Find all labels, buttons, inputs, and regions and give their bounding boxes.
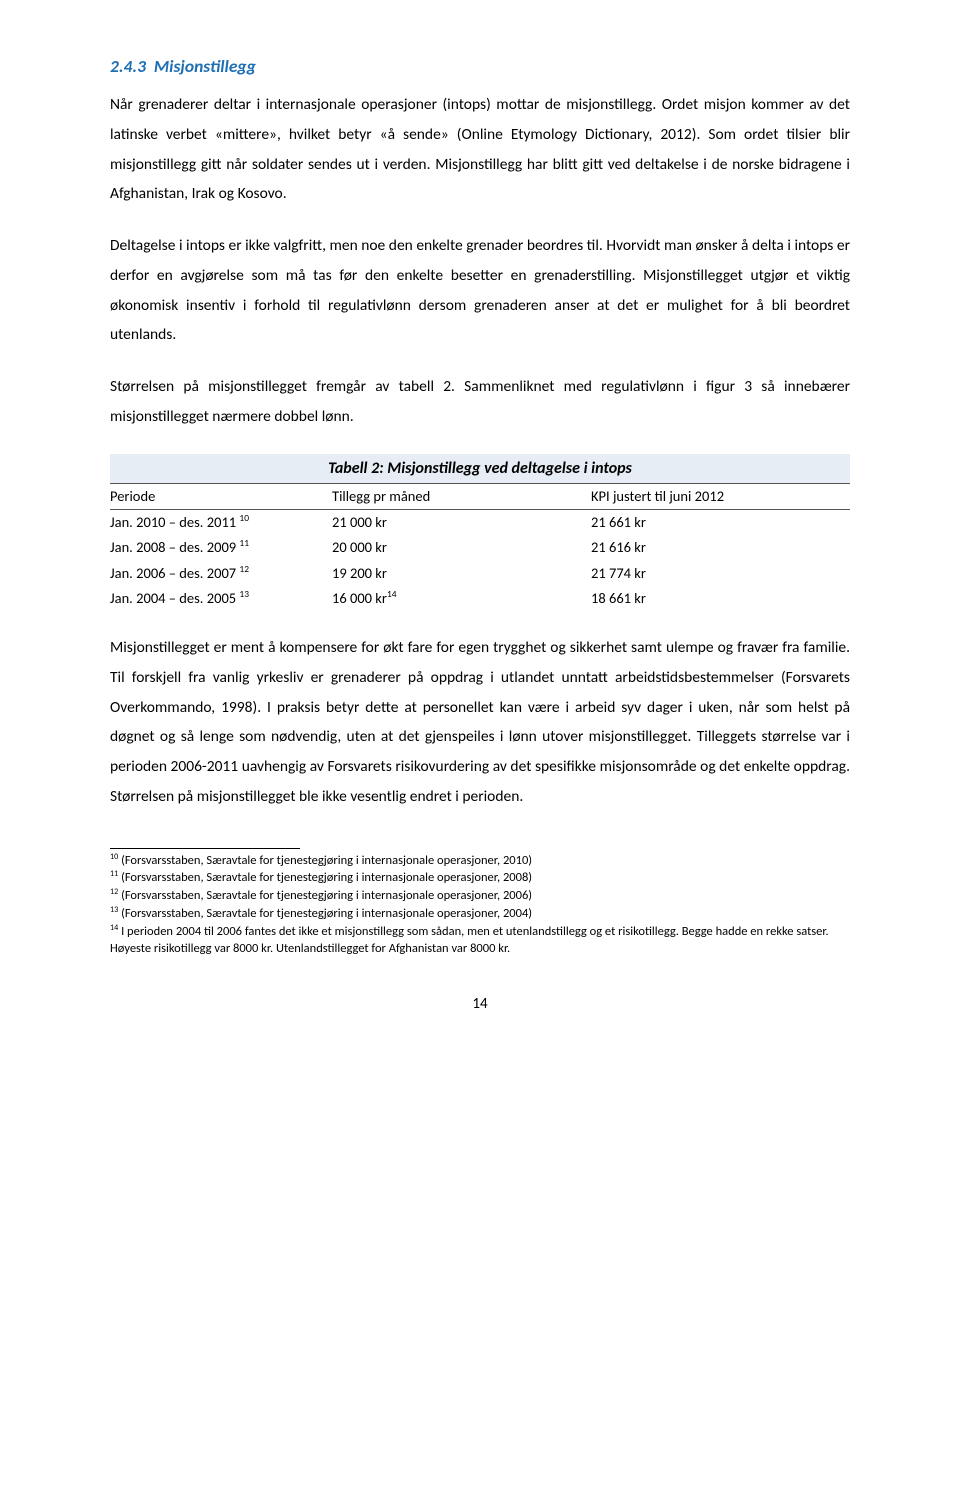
section-heading: 2.4.3 Misjonstillegg xyxy=(110,52,850,80)
section-number: 2.4.3 xyxy=(110,55,146,77)
cell-kpi: 21 661 kr xyxy=(591,510,850,536)
footnote: 13 (Forsvarsstaben, Særavtale for tjenes… xyxy=(110,906,850,923)
footnote: 12 (Forsvarsstaben, Særavtale for tjenes… xyxy=(110,888,850,905)
cell-tillegg: 20 000 kr xyxy=(332,535,591,560)
cell-periode: Jan. 2004 – des. 2005 13 xyxy=(110,586,332,611)
table-row: Jan. 2004 – des. 2005 13 16 000 kr14 18 … xyxy=(110,586,850,611)
table-row: Jan. 2010 – des. 2011 10 21 000 kr 21 66… xyxy=(110,510,850,536)
table-caption: Tabell 2: Misjonstillegg ved deltagelse … xyxy=(110,454,850,484)
paragraph-4: Misjonstillegget er ment å kompensere fo… xyxy=(110,633,850,812)
cell-tillegg: 21 000 kr xyxy=(332,510,591,536)
table-row: Jan. 2008 – des. 2009 11 20 000 kr 21 61… xyxy=(110,535,850,560)
table-header-row: Periode Tillegg pr måned KPI justert til… xyxy=(110,484,850,510)
footnote-separator xyxy=(110,848,300,849)
cell-periode: Jan. 2008 – des. 2009 11 xyxy=(110,535,332,560)
paragraph-1: Når grenaderer deltar i internasjonale o… xyxy=(110,90,850,209)
cell-kpi: 18 661 kr xyxy=(591,586,850,611)
cell-tillegg: 19 200 kr xyxy=(332,561,591,586)
page-number: 14 xyxy=(110,992,850,1016)
table-header-periode: Periode xyxy=(110,484,332,510)
paragraph-3: Størrelsen på misjonstillegget fremgår a… xyxy=(110,372,850,432)
table-header-tillegg: Tillegg pr måned xyxy=(332,484,591,510)
misjonstillegg-table: Tabell 2: Misjonstillegg ved deltagelse … xyxy=(110,454,850,612)
cell-periode: Jan. 2006 – des. 2007 12 xyxy=(110,561,332,586)
paragraph-2: Deltagelse i intops er ikke valgfritt, m… xyxy=(110,231,850,350)
footnote: 14 I perioden 2004 til 2006 fantes det i… xyxy=(110,924,850,958)
cell-periode: Jan. 2010 – des. 2011 10 xyxy=(110,510,332,536)
footnote: 11 (Forsvarsstaben, Særavtale for tjenes… xyxy=(110,870,850,887)
section-title: Misjonstillegg xyxy=(154,55,256,77)
table-header-kpi: KPI justert til juni 2012 xyxy=(591,484,850,510)
cell-kpi: 21 616 kr xyxy=(591,535,850,560)
table-row: Jan. 2006 – des. 2007 12 19 200 kr 21 77… xyxy=(110,561,850,586)
cell-tillegg: 16 000 kr14 xyxy=(332,586,591,611)
footnotes: 10 (Forsvarsstaben, Særavtale for tjenes… xyxy=(110,853,850,958)
footnote: 10 (Forsvarsstaben, Særavtale for tjenes… xyxy=(110,853,850,870)
cell-kpi: 21 774 kr xyxy=(591,561,850,586)
